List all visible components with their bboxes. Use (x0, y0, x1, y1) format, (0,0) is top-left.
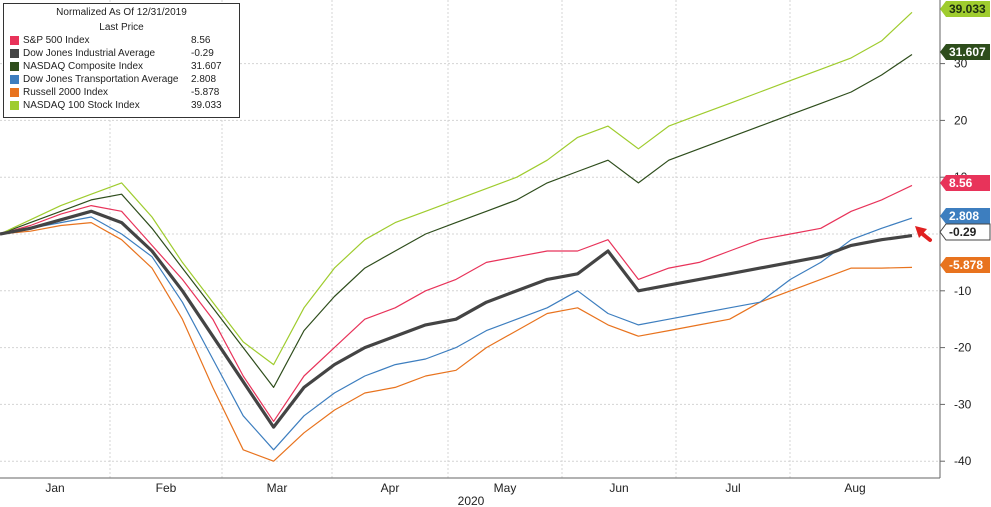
legend-entry: Dow Jones Transportation Average 2.808 (4, 73, 239, 86)
end-label-value: 2.808 (949, 209, 979, 223)
x-axis-title: 2020 (458, 494, 485, 507)
legend-series-name: NASDAQ 100 Stock Index (23, 100, 140, 111)
legend-swatch (10, 36, 19, 45)
end-label-value: 39.033 (949, 2, 986, 16)
y-tick-label: -20 (954, 341, 972, 355)
red-arrow-icon (915, 226, 932, 242)
legend-entry: Russell 2000 Index -5.878 (4, 86, 239, 99)
x-tick-label: Aug (844, 481, 865, 495)
series-line-2 (0, 54, 913, 388)
legend-series-value: 2.808 (191, 74, 217, 85)
series-line-3 (0, 216, 913, 451)
legend-series-value: 8.56 (191, 35, 211, 46)
legend-series-name: Dow Jones Transportation Average (23, 74, 179, 85)
end-value-labels: 39.033 31.607 8.56 2.808 -0.29 -5.878 (939, 1, 991, 273)
arrow-head (915, 226, 927, 238)
x-tick-label: Feb (156, 481, 177, 495)
legend-series-name: Dow Jones Industrial Average (23, 48, 156, 59)
legend-entry: NASDAQ Composite Index 31.607 (4, 60, 239, 73)
y-tick-label: -10 (954, 284, 972, 298)
x-tick-label: May (494, 481, 517, 495)
end-label-box (940, 257, 990, 273)
legend-title: Normalized As Of 12/31/2019 (56, 7, 187, 18)
legend-swatch (10, 49, 19, 58)
legend-swatch (10, 101, 19, 110)
series-line-4 (0, 222, 913, 462)
series-lines (0, 11, 913, 462)
x-tick-label: Mar (267, 481, 288, 495)
legend-swatch (10, 75, 19, 84)
legend-entries: S&P 500 Index 8.56 Dow Jones Industrial Av… (4, 34, 239, 112)
legend-swatch (10, 62, 19, 71)
x-tick-label: Jun (609, 481, 628, 495)
legend-series-value: 31.607 (191, 61, 222, 72)
legend-series-value: 39.033 (191, 100, 222, 111)
end-label-box (940, 208, 990, 224)
y-tick-label: 20 (954, 113, 968, 127)
end-label-box (940, 175, 990, 191)
series-line-0 (0, 184, 913, 422)
legend-series-name: NASDAQ Composite Index (23, 61, 144, 72)
legend-entry: Dow Jones Industrial Average -0.29 (4, 47, 239, 60)
legend-series-name: Russell 2000 Index (23, 87, 109, 98)
end-label-value: 8.56 (949, 176, 973, 190)
end-label-box (939, 223, 991, 241)
end-label-box (940, 1, 990, 17)
legend-entry: NASDAQ 100 Stock Index 39.033 (4, 99, 239, 112)
x-tick-label: Jan (45, 481, 64, 495)
end-label-box (940, 44, 990, 60)
end-label-value: 31.607 (949, 45, 986, 59)
x-tick-label: Apr (381, 481, 400, 495)
legend-series-value: -0.29 (191, 48, 214, 59)
y-tick-label: -30 (954, 397, 972, 411)
series-line-5 (0, 11, 913, 366)
legend-series-name: S&P 500 Index (23, 35, 90, 46)
chart-legend: Normalized As Of 12/31/2019 Last Price S… (3, 3, 240, 118)
legend-entry: S&P 500 Index 8.56 (4, 34, 239, 47)
x-tick-label: Jul (725, 481, 740, 495)
x-axis: Jan Feb Mar Apr May Jun Jul Aug 2020 (45, 481, 865, 507)
series-line-1 (0, 209, 913, 429)
legend-subtitle: Last Price (99, 22, 144, 33)
legend-series-value: -5.878 (191, 87, 220, 98)
legend-swatch (10, 88, 19, 97)
end-label-value: -5.878 (949, 258, 983, 272)
end-label-value: -0.29 (949, 225, 977, 239)
y-tick-label: 30 (954, 57, 968, 71)
y-tick-label: -40 (954, 454, 972, 468)
